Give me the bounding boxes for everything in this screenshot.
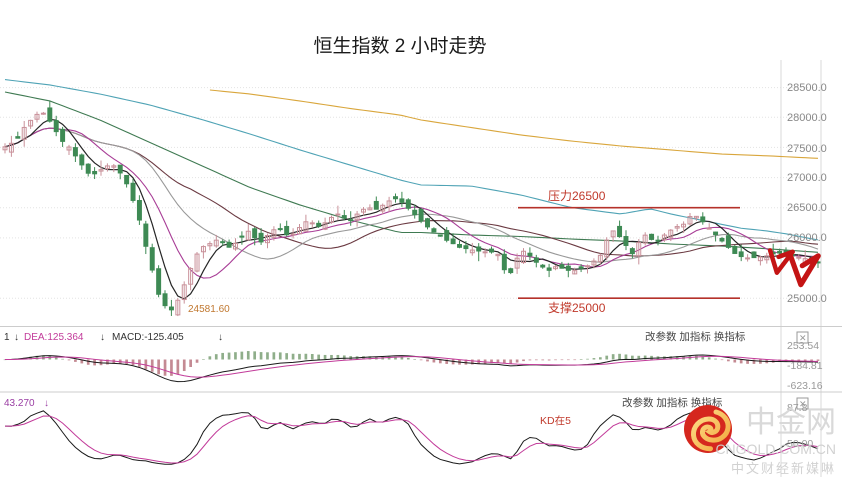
svg-text:支撑25000: 支撑25000 xyxy=(548,300,606,315)
svg-text:27000.0: 27000.0 xyxy=(787,172,827,184)
svg-text:中金网: 中金网 xyxy=(746,406,836,439)
svg-text:恒生指数 2 小时走势: 恒生指数 2 小时走势 xyxy=(313,35,486,57)
svg-text:↓: ↓ xyxy=(14,332,19,343)
svg-text:压力26500: 压力26500 xyxy=(548,189,606,203)
svg-text:改参数 加指标 换指标: 改参数 加指标 换指标 xyxy=(645,330,746,343)
svg-text:↓: ↓ xyxy=(100,332,105,343)
svg-text:↓: ↓ xyxy=(44,398,49,409)
svg-text:MACD:-125.405: MACD:-125.405 xyxy=(112,332,184,343)
svg-text:25000.0: 25000.0 xyxy=(787,293,827,305)
svg-text:CNGOLD.COM.CN: CNGOLD.COM.CN xyxy=(715,441,836,457)
svg-text:-623.16: -623.16 xyxy=(787,380,823,392)
svg-text:28500.0: 28500.0 xyxy=(787,82,827,94)
svg-text:26000.0: 26000.0 xyxy=(787,232,827,244)
svg-text:DEA:125.364: DEA:125.364 xyxy=(24,332,84,343)
svg-text:-184.81: -184.81 xyxy=(787,360,823,372)
svg-text:1: 1 xyxy=(4,332,10,343)
svg-text:253.54: 253.54 xyxy=(787,340,819,352)
svg-text:26500.0: 26500.0 xyxy=(787,202,827,214)
svg-text:↓: ↓ xyxy=(218,332,223,343)
svg-text:中文财经新媒啉: 中文财经新媒啉 xyxy=(731,461,836,476)
svg-text:27500.0: 27500.0 xyxy=(787,143,827,155)
svg-text:28000.0: 28000.0 xyxy=(787,112,827,124)
svg-text:43.270: 43.270 xyxy=(4,398,35,409)
svg-text:KD在5: KD在5 xyxy=(540,415,571,427)
svg-text:24581.60: 24581.60 xyxy=(188,304,230,315)
